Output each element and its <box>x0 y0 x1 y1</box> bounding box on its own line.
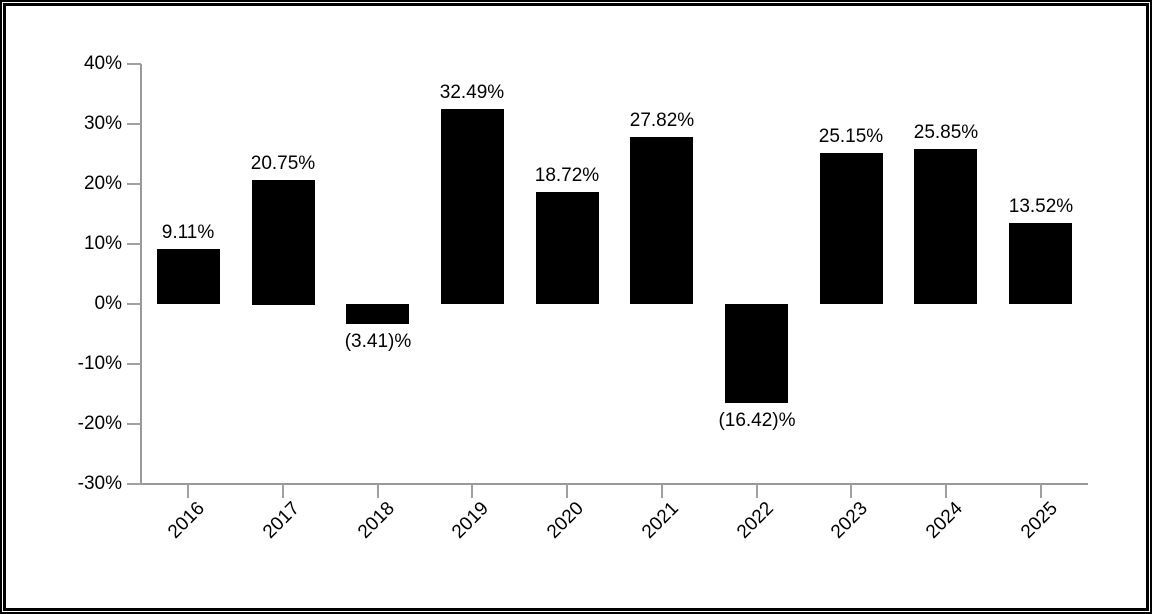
bar-2019 <box>441 109 504 304</box>
bar-2016 <box>157 249 220 304</box>
x-tick-label-2018: 2018 <box>354 498 399 543</box>
x-tick-label-2020: 2020 <box>543 498 588 543</box>
y-axis-tick <box>127 183 141 185</box>
x-axis-tick <box>187 484 189 498</box>
y-axis-tick <box>127 483 141 485</box>
x-axis-tick <box>377 484 379 498</box>
y-axis-tick <box>127 63 141 65</box>
x-tick-label-2025: 2025 <box>1017 498 1062 543</box>
y-axis-tick <box>127 423 141 425</box>
y-axis-tick <box>127 243 141 245</box>
bar-value-label-2021: 27.82% <box>629 110 695 131</box>
y-tick-label: 20% <box>83 173 122 194</box>
x-axis-tick <box>471 484 473 498</box>
y-axis-tick <box>127 363 141 365</box>
bar-2020 <box>536 192 599 304</box>
x-tick-label-2021: 2021 <box>638 498 683 543</box>
y-tick-label: -10% <box>77 353 122 374</box>
x-tick-label-2024: 2024 <box>922 498 967 543</box>
bar-value-label-2025: 13.52% <box>1008 196 1074 217</box>
x-axis-line <box>140 483 1088 485</box>
bar-2024 <box>914 149 977 304</box>
bar-2022 <box>725 304 788 403</box>
y-tick-label: 0% <box>94 293 122 314</box>
x-axis-tick <box>661 484 663 498</box>
y-axis-tick <box>127 123 141 125</box>
y-tick-label: -20% <box>77 413 122 434</box>
bar-2023 <box>820 153 883 304</box>
x-tick-label-2016: 2016 <box>164 498 209 543</box>
y-tick-label: -30% <box>77 473 122 494</box>
bar-2018 <box>346 304 409 324</box>
bar-2025 <box>1009 223 1072 304</box>
bar-value-label-2019: 32.49% <box>439 82 505 103</box>
y-axis-tick <box>127 303 141 305</box>
x-tick-label-2023: 2023 <box>827 498 872 543</box>
bar-2021 <box>630 137 693 304</box>
bar-value-label-2017: 20.75% <box>250 153 316 174</box>
x-axis-tick <box>756 484 758 498</box>
bar-value-label-2024: 25.85% <box>913 122 979 143</box>
bar-value-label-2020: 18.72% <box>534 165 600 186</box>
x-axis-tick <box>1040 484 1042 498</box>
x-tick-label-2019: 2019 <box>448 498 493 543</box>
bar-value-label-2018: (3.41)% <box>344 331 412 352</box>
x-tick-label-2022: 2022 <box>733 498 778 543</box>
x-axis-tick <box>945 484 947 498</box>
y-tick-label: 30% <box>83 113 122 134</box>
x-axis-tick <box>282 484 284 498</box>
x-tick-label-2017: 2017 <box>259 498 304 543</box>
y-tick-label: 10% <box>83 233 122 254</box>
x-axis-tick <box>850 484 852 498</box>
y-tick-label: 40% <box>83 53 122 74</box>
x-axis-tick <box>566 484 568 498</box>
y-axis-line <box>140 64 142 485</box>
bar-2017 <box>252 180 315 305</box>
bar-value-label-2016: 9.11% <box>161 222 215 243</box>
bar-value-label-2022: (16.42)% <box>718 410 796 431</box>
bar-value-label-2023: 25.15% <box>818 126 884 147</box>
